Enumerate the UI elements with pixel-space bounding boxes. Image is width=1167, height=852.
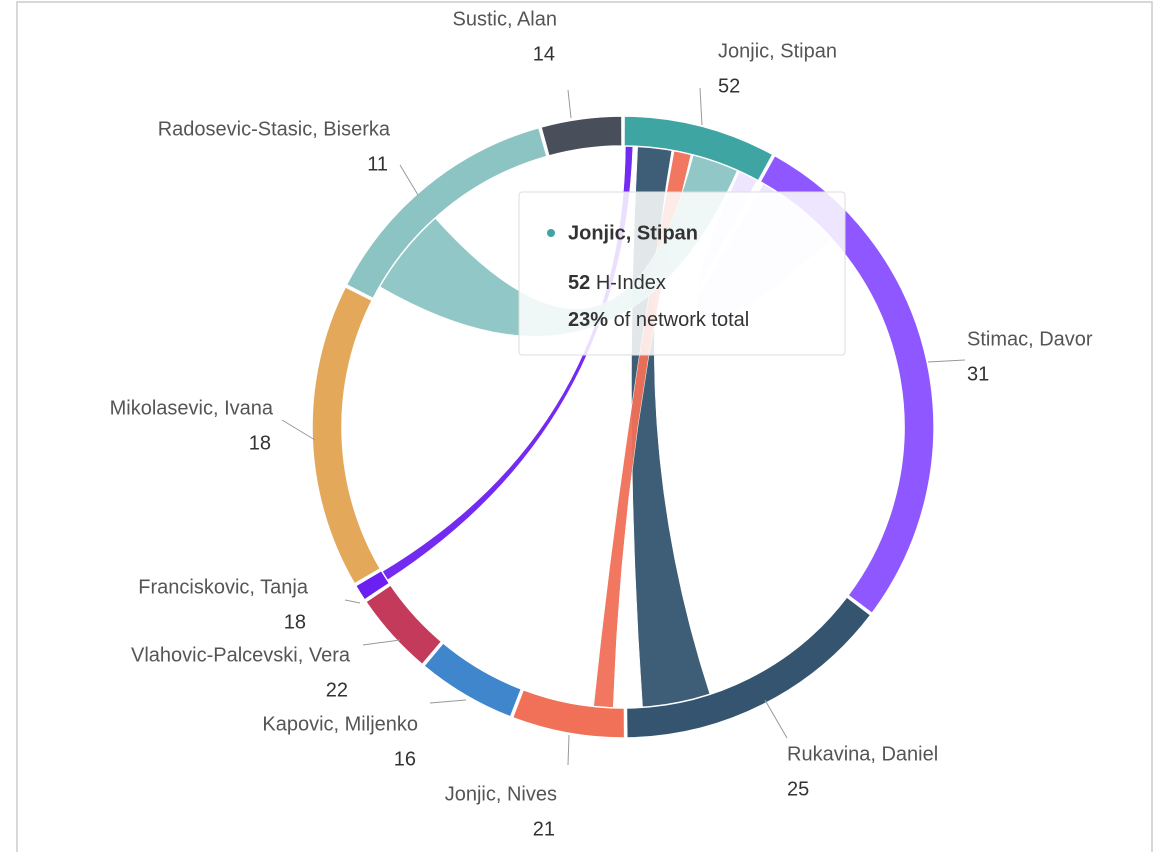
node-label: Sustic, Alan xyxy=(452,8,557,30)
tooltip-name: Jonjic, Stipan xyxy=(568,222,698,244)
node-value: 25 xyxy=(787,778,809,800)
node-label: Jonjic, Nives xyxy=(445,783,557,805)
node-segment xyxy=(625,595,872,739)
leader-line xyxy=(567,734,570,766)
node-segment xyxy=(511,688,626,739)
tooltip-box xyxy=(518,191,846,356)
node-value: 18 xyxy=(249,432,271,454)
node-segment xyxy=(345,126,548,300)
tooltip-share: 23% of network total xyxy=(568,309,749,331)
leader-line xyxy=(344,599,361,604)
node-value: 14 xyxy=(533,43,555,65)
node-value: 52 xyxy=(718,75,740,97)
node-label: Stimac, Davor xyxy=(967,328,1093,350)
tooltip-share-text: of network total xyxy=(614,309,750,331)
tooltip-dot xyxy=(547,229,555,237)
node-label: Mikolasevic, Ivana xyxy=(110,397,274,419)
node-segment xyxy=(354,569,391,602)
node-value: 31 xyxy=(967,363,989,385)
tooltip-percent: 23% xyxy=(568,309,608,331)
node-label: Kapovic, Miljenko xyxy=(262,713,418,735)
leader-line xyxy=(281,419,316,441)
node-value: 16 xyxy=(394,748,416,770)
node-value: 21 xyxy=(533,818,555,840)
leader-line xyxy=(927,359,966,363)
node-label: Franciskovic, Tanja xyxy=(138,576,309,598)
node-label: Vlahovic-Palcevski, Vera xyxy=(131,644,351,666)
node-segment xyxy=(364,583,443,666)
node-value: 18 xyxy=(284,611,306,633)
leader-line xyxy=(764,699,788,739)
node-value: 22 xyxy=(326,679,348,701)
tooltip-number: 52 xyxy=(568,272,590,294)
node-segment xyxy=(311,285,382,585)
leader-line xyxy=(699,87,703,126)
leader-line xyxy=(567,89,572,119)
node-segment xyxy=(540,115,623,157)
frame xyxy=(16,1,1153,852)
node-segment xyxy=(759,154,935,615)
node-label: Radosevic-Stasic, Biserka xyxy=(158,118,391,140)
node-label: Rukavina, Daniel xyxy=(787,743,938,765)
node-label: Jonjic, Stipan xyxy=(718,40,837,62)
tooltip-metric: H-Index xyxy=(596,272,666,294)
tooltip: Jonjic, Stipan 52 H-Index 23% of network… xyxy=(518,191,846,356)
node-segment xyxy=(422,641,523,718)
leader-line xyxy=(362,639,401,646)
leader-line xyxy=(429,699,467,704)
tooltip-value: 52 H-Index xyxy=(568,272,666,294)
leader-line xyxy=(399,164,419,196)
node-segment xyxy=(623,115,774,182)
node-value: 11 xyxy=(367,153,388,175)
